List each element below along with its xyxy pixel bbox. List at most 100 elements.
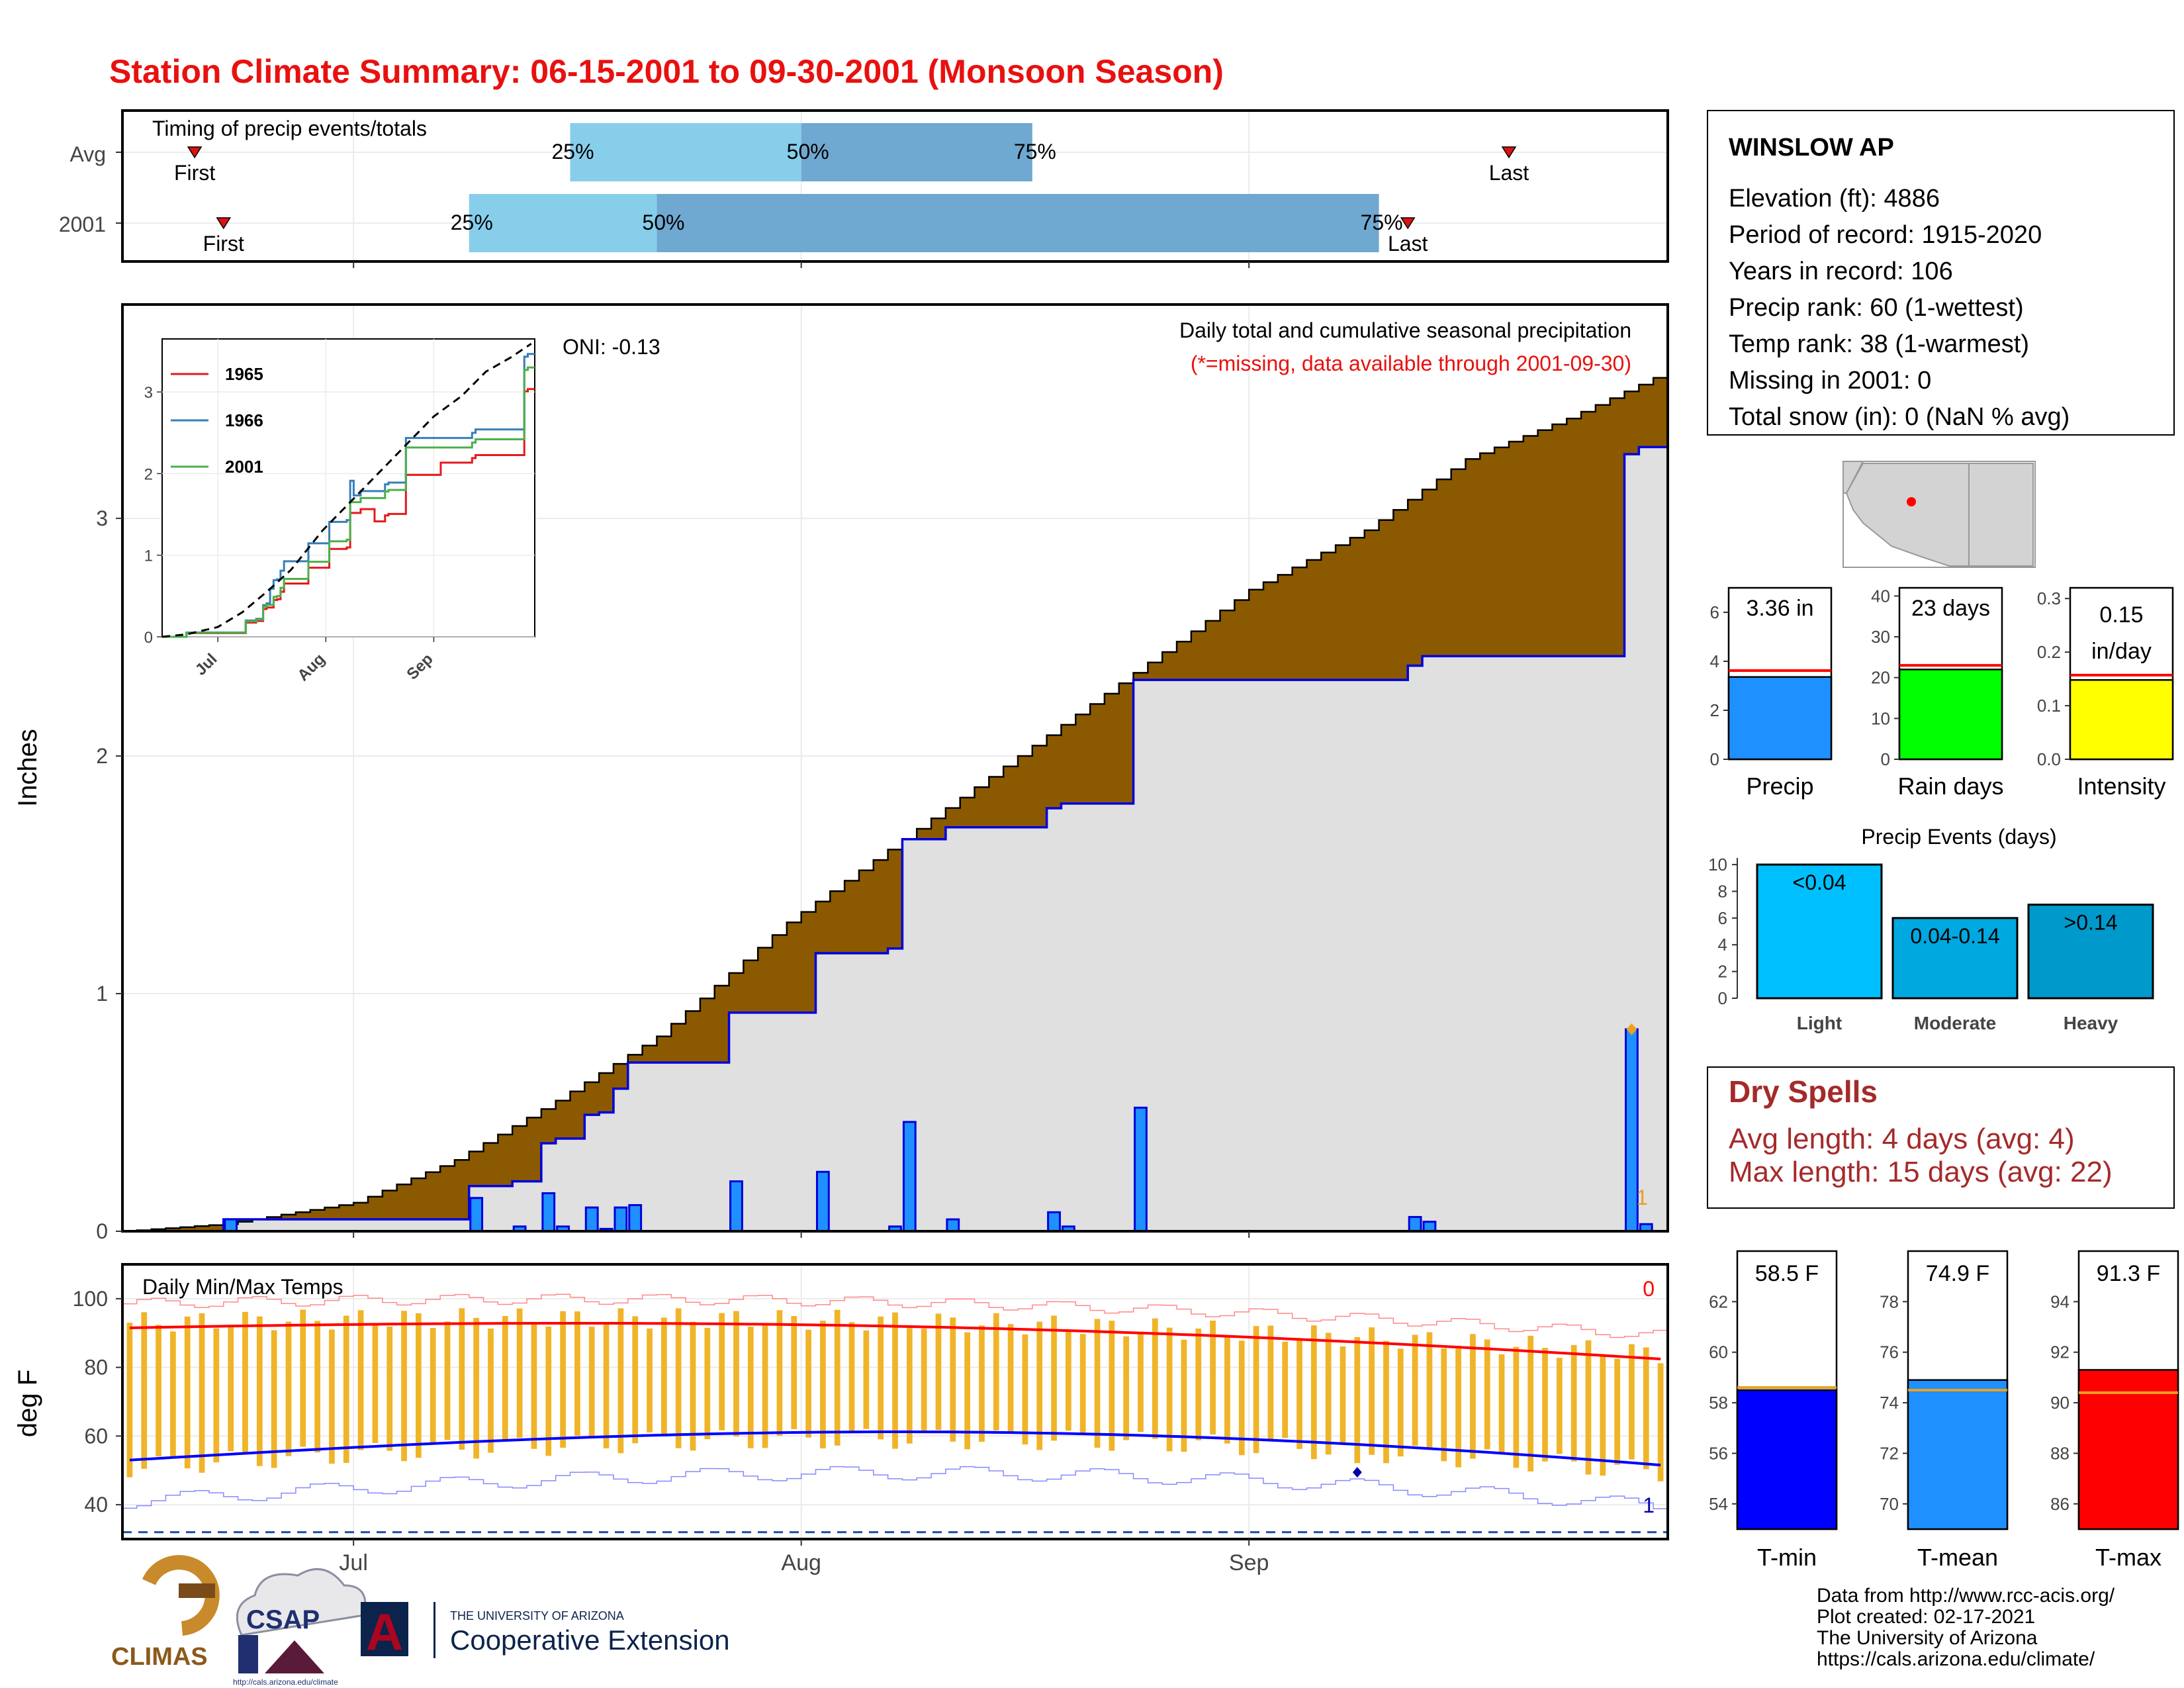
daily-temp-range-bar [141,1312,148,1469]
observed-cumulative-fill [1277,680,1293,1231]
temp-summary-y-tick-label: 56 [1709,1443,1728,1463]
daily-temp-range-bar [863,1330,870,1429]
observed-cumulative-fill [1046,808,1062,1231]
university-logo: A THE UNIVERSITY OF ARIZONA Cooperative … [361,1602,730,1661]
temp-summary-category-label: T-max [2095,1544,2161,1571]
summary-y-tick-label: 0 [1710,749,1719,769]
observed-cumulative-fill [714,1062,730,1231]
first-marker-icon [216,217,232,230]
quartile-label: 75% [1014,140,1056,164]
below-average-fill [165,1228,181,1231]
observed-cumulative-fill [844,953,860,1231]
below-average-fill [483,1143,498,1186]
below-average-fill [267,1217,282,1220]
observed-cumulative-fill [657,1062,672,1231]
timing-label: Timing of precip events/totals [152,117,427,140]
daily-temp-range-bar [1570,1344,1577,1462]
daily-precip-bar [1408,1215,1422,1233]
summary-value-label: 3.36 in [1746,596,1813,621]
daily-temp-range-bar [213,1328,220,1463]
observed-cumulative-fill [1349,680,1365,1231]
below-average-fill [1465,459,1480,657]
below-average-fill [1653,377,1668,447]
observed-cumulative-fill [454,1219,470,1231]
observed-cumulative-fill [1494,656,1510,1231]
daily-precip-bar [541,1192,556,1233]
daily-temp-range-bar [444,1321,451,1440]
temp-summary-y-tick-label: 58 [1709,1393,1728,1413]
observed-cumulative-fill [1523,656,1539,1231]
event-bar-label: >0.14 [2064,911,2118,935]
quartile-label: 25% [451,211,493,234]
temp-summary-bar [2077,1369,2179,1530]
last-marker-icon [1501,146,1517,159]
observed-cumulative-fill [1017,827,1033,1231]
below-average-fill [945,808,961,827]
observed-cumulative-fill [1422,656,1437,1231]
observed-cumulative-fill [1537,656,1553,1231]
daily-temp-range-bar [1066,1331,1071,1431]
observed-cumulative-fill [1610,656,1625,1231]
observed-cumulative-fill [1321,680,1336,1231]
summary-y-tick-label: 4 [1710,651,1719,671]
below-average-fill [1162,652,1177,680]
observed-cumulative-fill [917,839,932,1231]
station-line: Missing in 2001: 0 [1729,367,1931,395]
daily-temp-range-bar [1123,1336,1130,1440]
observed-cumulative-fill [974,827,989,1231]
daily-temp-range-bar [1470,1334,1476,1459]
y-tick-label: 2 [96,744,108,768]
precip-title: Daily total and cumulative seasonal prec… [1179,318,1631,342]
temp-summary-y-tick-label: 54 [1709,1494,1728,1514]
below-average-fill [208,1225,224,1231]
daily-temp-range-bar [516,1308,523,1438]
below-average-fill [657,1036,672,1063]
timing-panel-frame [121,109,1669,263]
station-line: Period of record: 1915-2020 [1729,221,2042,249]
daily-temp-range-bar [531,1323,537,1449]
below-average-fill [599,1073,614,1113]
below-average-fill [1581,412,1596,657]
observed-cumulative-fill [758,1012,773,1231]
summary-y-tick-label: 0 [1881,749,1890,769]
daily-temp-range-bar [1051,1315,1057,1441]
nevada-shape [1843,461,1864,494]
below-average-fill [396,1184,412,1220]
daily-temp-range-bar [126,1323,133,1477]
observed-cumulative-fill [310,1219,326,1231]
below-average-fill [295,1212,311,1220]
below-average-fill [1494,447,1510,657]
daily-temp-range-bar [1210,1320,1216,1434]
x-tick-label: Sep [1229,1550,1269,1575]
observed-cumulative-fill [1104,803,1120,1231]
below-average-fill [974,787,989,827]
daily-temp-range-bar [256,1316,263,1466]
climas-logo-text: CLIMAS [111,1643,208,1671]
below-average-fill [1263,582,1279,680]
event-bar-label: 0.04-0.14 [1910,924,1999,948]
observed-cumulative-fill [267,1219,282,1231]
daily-temp-range-bar [603,1322,610,1449]
inset-x-tick-label: Aug [294,650,328,684]
station-info-frame [1707,110,2175,436]
first-label: First [174,161,215,185]
summary-y-tick-label: 0.3 [2037,588,2061,608]
events-y-tick-label: 2 [1718,962,1727,982]
inset-x-tick-label: Sep [403,650,436,683]
below-average-fill [1075,714,1091,804]
quartile-label: 25% [551,140,594,164]
dry-spells-title: Dry Spells [1729,1074,1878,1109]
below-average-fill [512,1126,527,1182]
observed-cumulative-fill [1075,803,1091,1231]
daily-temp-range-bar [285,1321,292,1456]
below-average-fill [1191,631,1206,680]
daily-temp-range-bar [675,1308,682,1448]
below-average-fill [758,947,773,1013]
summary-category-label: Intensity [2077,773,2165,800]
temp-summary-bar [1907,1379,2009,1530]
daily-temp-range-bar [1340,1346,1346,1443]
page-title: Station Climate Summary: 06-15-2001 to 0… [109,53,1224,90]
daily-temp-range-bar [1629,1344,1635,1460]
below-average-fill [1624,391,1639,455]
event-category-label: Light [1797,1013,1842,1033]
